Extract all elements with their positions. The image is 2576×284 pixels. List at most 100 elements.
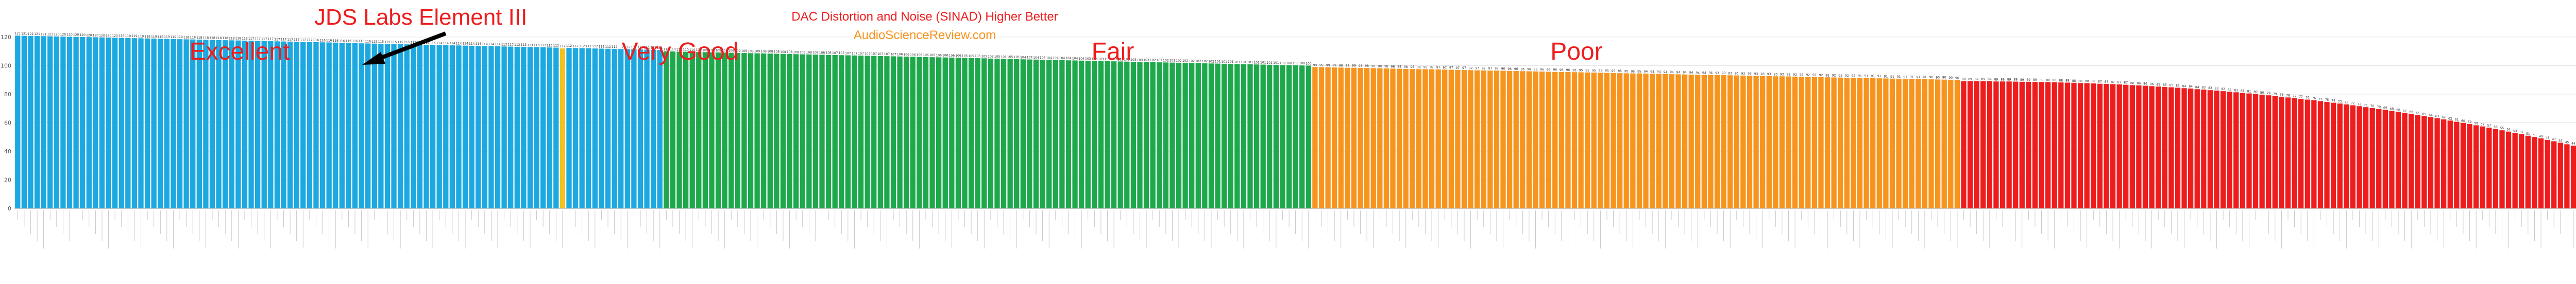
bar <box>1189 63 1195 208</box>
data-label: 87 <box>2124 81 2128 85</box>
bar <box>2110 84 2116 208</box>
bar <box>1345 67 1350 208</box>
bar <box>1078 60 1084 208</box>
data-label: 99 <box>1313 63 1317 67</box>
data-label: 97 <box>1482 67 1486 70</box>
bar <box>1065 60 1072 208</box>
data-label: 115 <box>371 40 378 44</box>
data-label: 88 <box>2078 79 2082 83</box>
data-label: 92 <box>1819 74 1823 77</box>
bar <box>812 55 819 208</box>
data-label: 92 <box>1852 74 1856 78</box>
bar <box>268 41 274 209</box>
bar <box>2337 103 2343 208</box>
data-label: 94 <box>1670 70 1674 74</box>
data-label: 96 <box>1527 68 1531 72</box>
bar <box>118 38 124 209</box>
data-label: 78 <box>2286 94 2290 97</box>
bar <box>2486 128 2492 208</box>
bar <box>2415 115 2420 208</box>
data-label: 73 <box>2338 100 2342 103</box>
bar <box>462 45 468 209</box>
data-label: 107 <box>884 52 890 56</box>
data-label: 83 <box>2201 86 2206 90</box>
data-label: 97 <box>1462 66 1466 70</box>
bar <box>917 57 922 208</box>
data-label: 99 <box>1339 64 1343 67</box>
bar <box>689 51 695 209</box>
bar <box>2298 99 2304 208</box>
data-label: 92 <box>1793 73 1797 77</box>
data-label: 95 <box>1605 69 1609 73</box>
data-label: 117 <box>281 38 287 42</box>
data-label: 95 <box>1599 69 1603 73</box>
data-label: 109 <box>702 48 708 52</box>
bar <box>1974 81 1979 208</box>
data-label: 101 <box>1221 60 1227 64</box>
bar <box>158 39 163 208</box>
data-label: 77 <box>2293 95 2297 98</box>
bar <box>1494 70 1500 208</box>
bar <box>832 55 838 209</box>
bar <box>1811 77 1818 208</box>
data-label: 117 <box>268 38 274 41</box>
bar <box>1876 78 1882 208</box>
data-label: 93 <box>1715 72 1719 75</box>
bar <box>1448 69 1454 209</box>
bar <box>527 47 533 209</box>
data-label: 83 <box>2208 86 2212 90</box>
bar <box>2039 82 2044 208</box>
bar <box>1565 72 1571 209</box>
bar <box>164 39 170 209</box>
bar <box>1182 63 1188 208</box>
bar <box>579 48 585 208</box>
bar <box>2499 130 2505 208</box>
data-label: 101 <box>1215 60 1221 64</box>
bar <box>1117 61 1123 208</box>
bar <box>1896 79 1902 208</box>
bar <box>2162 86 2167 208</box>
bar <box>1195 63 1201 208</box>
data-label: 85 <box>2170 84 2174 87</box>
bar <box>657 49 663 208</box>
bar <box>1740 75 1746 208</box>
bar <box>2545 139 2550 208</box>
data-label: 106 <box>903 53 909 57</box>
bar <box>112 38 118 208</box>
data-label: 97 <box>1456 66 1460 70</box>
bar <box>1980 81 1986 208</box>
bar <box>1708 75 1714 209</box>
bar <box>741 53 747 208</box>
data-label: 101 <box>1228 60 1234 64</box>
bar <box>495 46 501 208</box>
bar <box>411 44 416 209</box>
bar <box>1046 60 1052 209</box>
data-label: 99 <box>1319 64 1324 67</box>
y-tick-label: 0 <box>8 205 11 212</box>
bar <box>631 49 637 209</box>
bar <box>34 36 40 208</box>
bar <box>1773 76 1778 208</box>
bar <box>534 47 539 208</box>
data-label: 109 <box>760 50 767 54</box>
data-label: 89 <box>2013 78 2018 82</box>
data-label: 111 <box>657 46 663 50</box>
data-label: 116 <box>359 40 365 43</box>
bar <box>968 58 974 208</box>
data-label: 118 <box>242 37 248 41</box>
bar <box>2311 100 2317 208</box>
data-label: 89 <box>2033 78 2037 82</box>
bar <box>1682 74 1688 208</box>
bar <box>637 49 643 208</box>
bar <box>1221 63 1227 208</box>
bar <box>904 57 909 209</box>
bar <box>2317 101 2324 208</box>
bar <box>80 37 86 208</box>
data-label: 97 <box>1469 66 1473 70</box>
bar <box>1786 76 1791 208</box>
data-label: 92 <box>1787 73 1791 77</box>
bar <box>1506 70 1513 208</box>
bar <box>41 36 46 208</box>
bar <box>449 45 455 208</box>
data-label: 109 <box>715 49 721 52</box>
